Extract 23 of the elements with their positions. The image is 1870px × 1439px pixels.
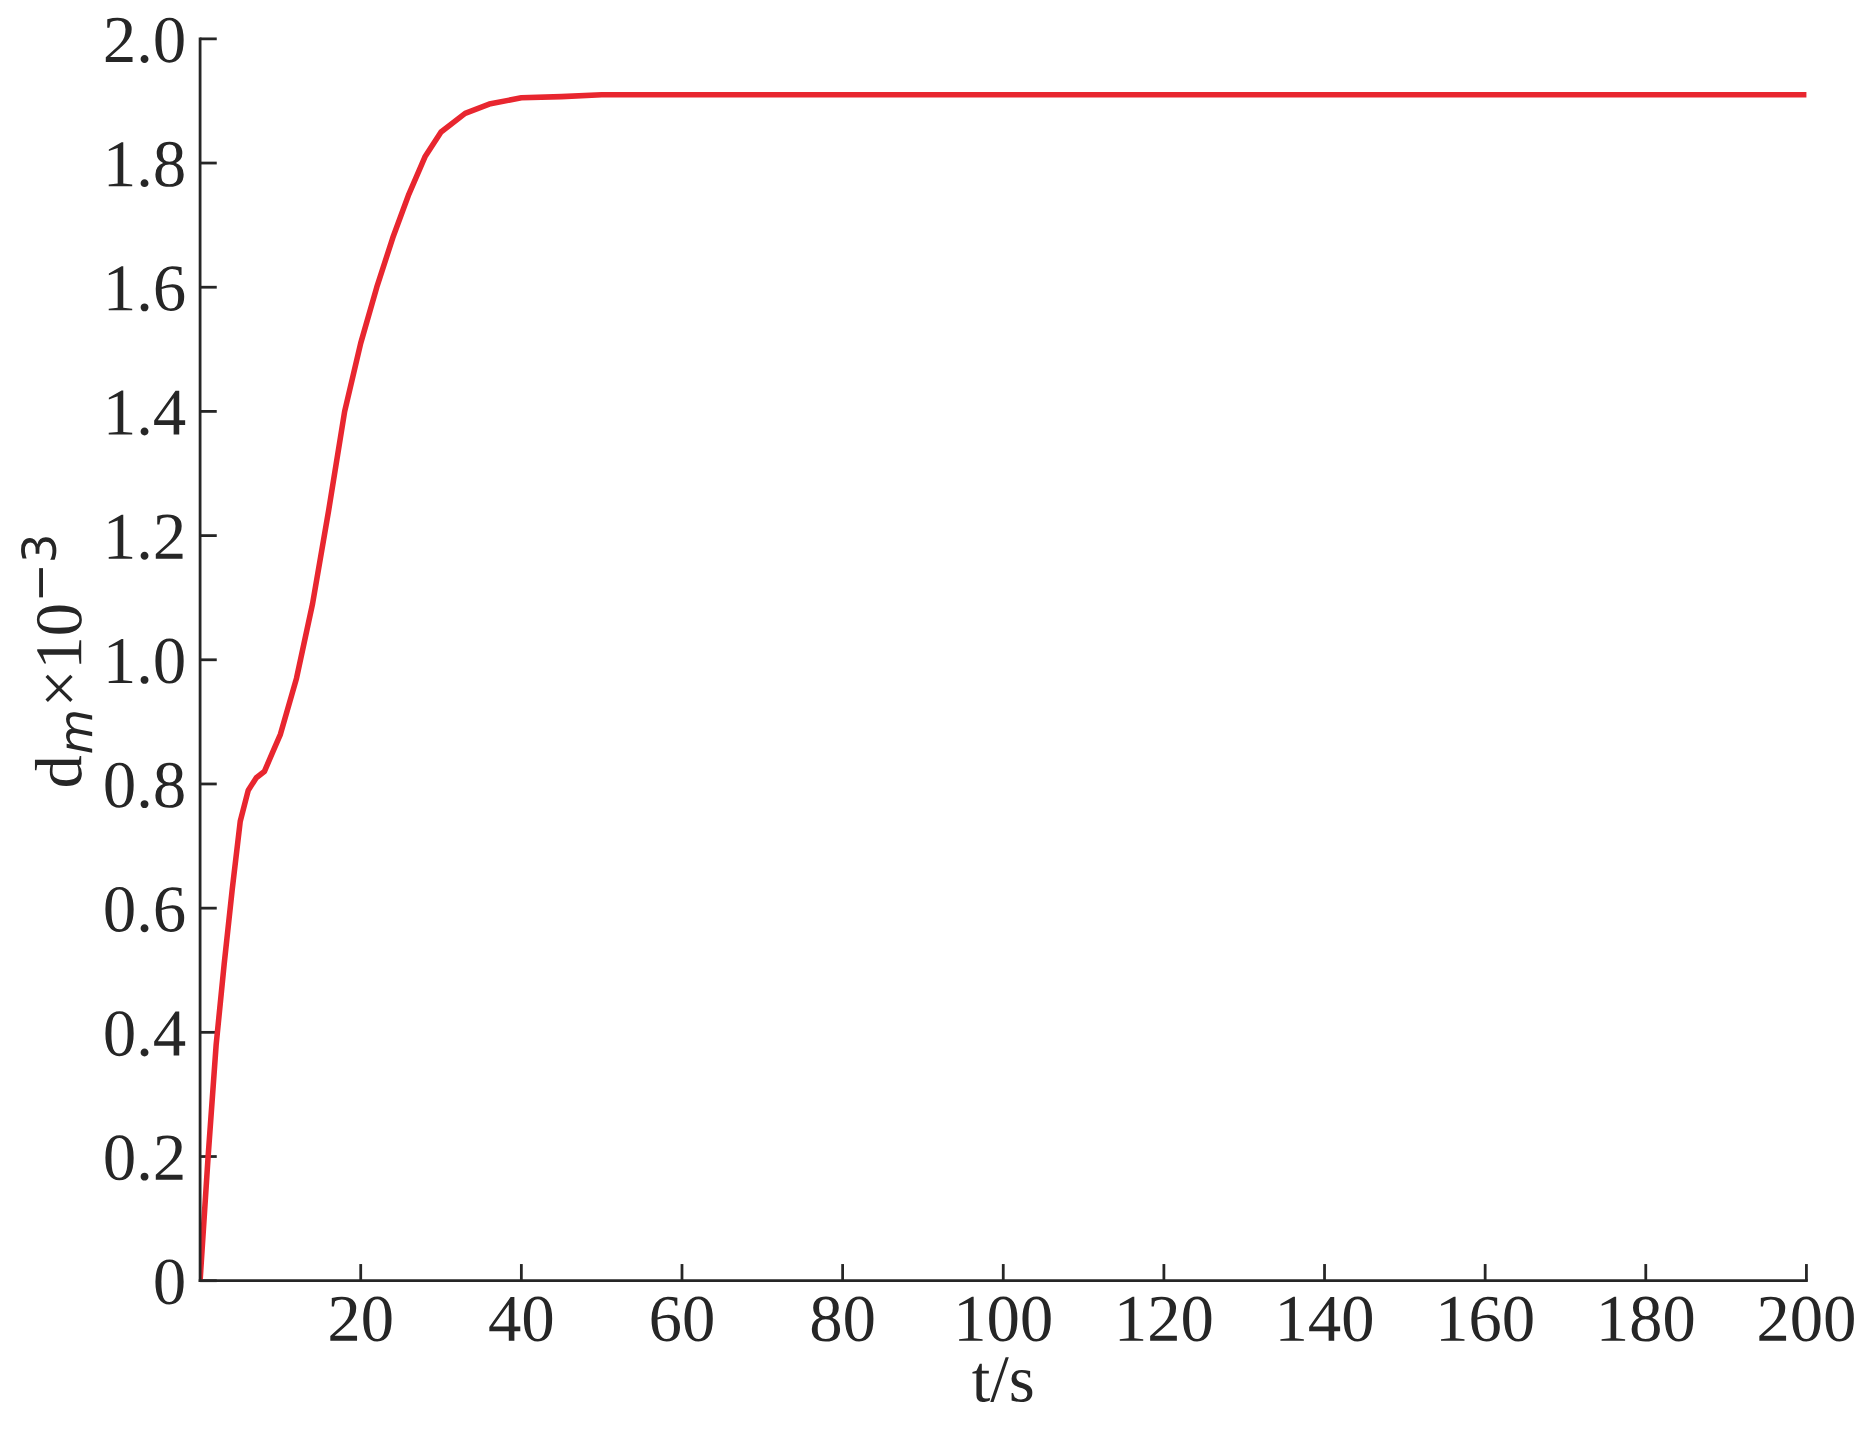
x-tick-label: 200 (1759, 1296, 1854, 1342)
x-tick-label: 60 (651, 1296, 713, 1342)
y-tick-label: 0 (155, 1259, 184, 1305)
y-tick-label: 1.4 (108, 390, 186, 436)
x-tick-label: 160 (1441, 1296, 1533, 1342)
y-tick-label: 0.2 (105, 1135, 183, 1181)
y-tick-label: 0.8 (105, 762, 184, 809)
x-tick-label: 180 (1601, 1296, 1694, 1342)
y-tick-label: 1.0 (108, 638, 184, 684)
y-tick-label: 1.6 (108, 266, 185, 312)
x-tick-label: 20 (330, 1296, 392, 1342)
x-tick-label: 120 (1119, 1296, 1212, 1342)
y-tick-label: 2.0 (105, 17, 184, 63)
x-tick-label: 40 (489, 1296, 553, 1342)
y-tick-label: 1.2 (108, 514, 183, 560)
y-axis-title: d$_{m}$×10$^{−3}$ (21, 537, 93, 787)
y-tick-label: 0.4 (105, 1011, 186, 1057)
y-tick-label: 0.6 (105, 886, 185, 933)
y-tick-label: 1.8 (108, 141, 184, 188)
x-tick-label: 140 (1280, 1296, 1372, 1342)
x-tick-label: 100 (959, 1296, 1051, 1342)
x-axis-title: t/s (972, 1357, 1033, 1402)
x-tick-label: 80 (811, 1296, 874, 1342)
